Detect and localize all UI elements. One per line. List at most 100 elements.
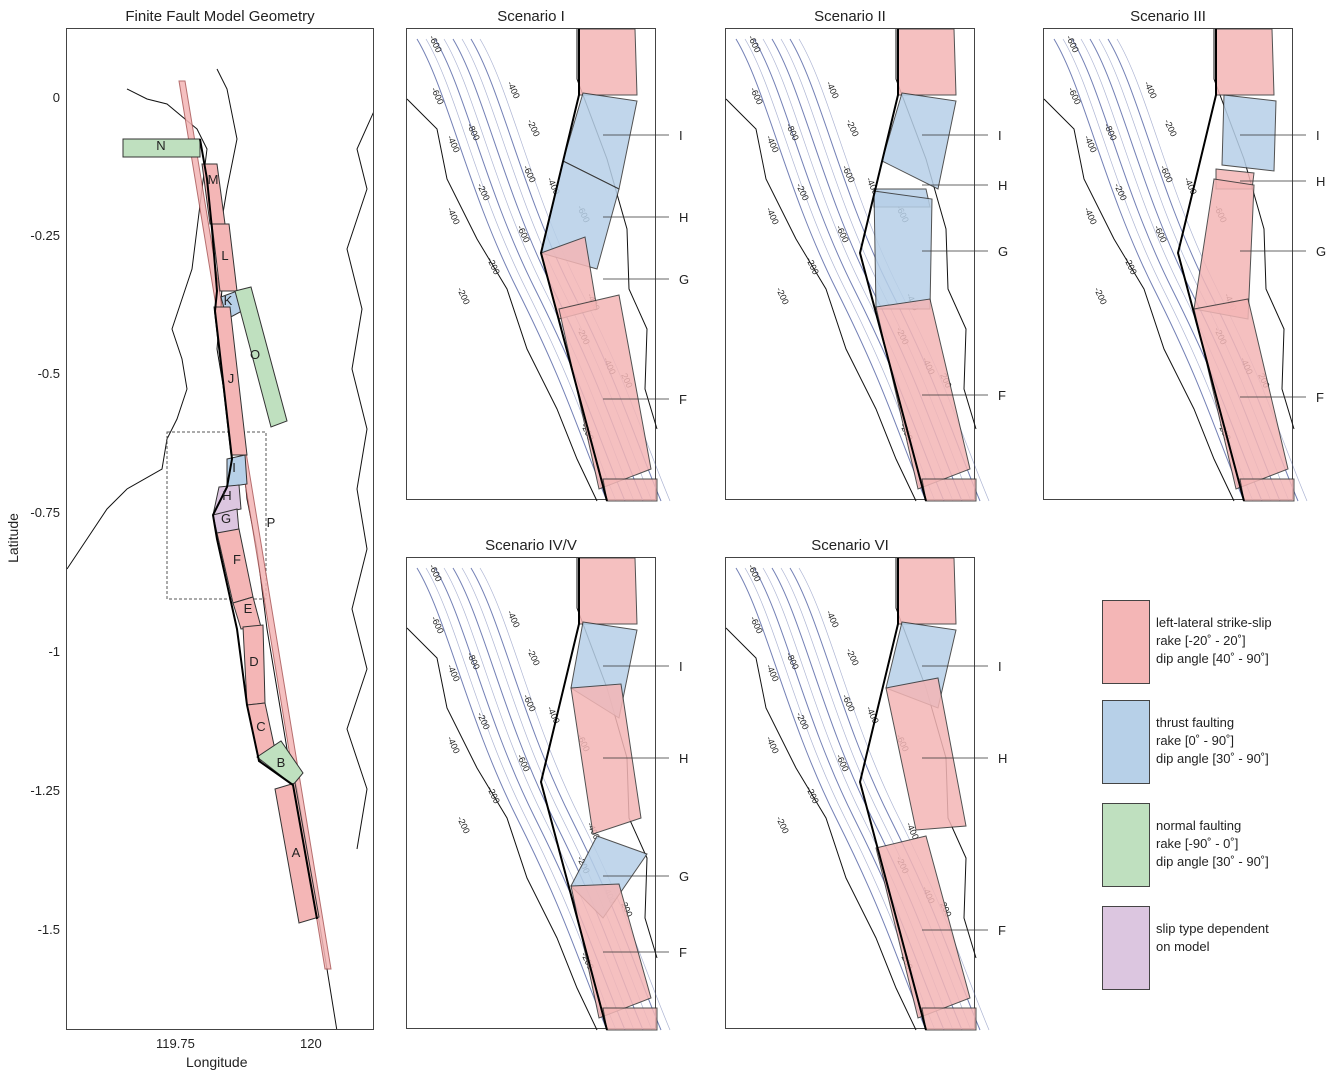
y-axis-label: Latitude <box>4 513 21 563</box>
contour-label: -400 <box>764 735 781 756</box>
segment-n <box>122 138 201 158</box>
legend-swatch <box>1102 700 1150 784</box>
bathymetry-contour <box>479 567 671 1031</box>
inset-box <box>166 431 267 600</box>
contour-label: -200 <box>794 711 811 732</box>
scenario-segment-label-h: H <box>1316 174 1325 189</box>
y-tick-label: -0.75 <box>30 505 60 520</box>
contour-label: -200 <box>794 182 811 203</box>
y-tick-label: -1 <box>48 644 60 659</box>
segment-p <box>178 80 332 970</box>
contour-label: -200 <box>475 711 492 732</box>
scenario-segment-label-f: F <box>998 388 1006 403</box>
contour-label: -600 <box>1064 34 1081 55</box>
scenario-map-canvas: -600-400-800-600-400-200-600-200 -400-600… <box>406 28 689 502</box>
contour-label: -200 <box>804 256 821 277</box>
scenario-segment-label-h: H <box>679 210 688 225</box>
contour-label: -600 <box>515 753 532 774</box>
scenario-title: Scenario VI <box>811 537 889 554</box>
contour-label: -200 <box>525 647 542 668</box>
scenario-segment-label-i: I <box>998 659 1002 674</box>
segment-label-e: E <box>244 601 253 616</box>
contour-label: -600 <box>746 563 763 584</box>
contour-label: -200 <box>1162 118 1179 139</box>
fault-trace <box>1176 29 1245 502</box>
segment-label-n: N <box>156 138 165 153</box>
contour-label: -400 <box>764 663 781 684</box>
segment-f <box>558 294 652 490</box>
segment-bottom <box>602 478 658 502</box>
bathymetry-contour <box>735 567 927 1031</box>
scenario-segment-label-i: I <box>679 659 683 674</box>
segment-i <box>1221 94 1277 172</box>
legend-swatch <box>1102 906 1150 990</box>
segment-label-k: K <box>224 293 233 308</box>
fault-trace <box>858 558 927 1031</box>
scenario-segment-label-f: F <box>1316 390 1324 405</box>
legend-text: slip type dependent on model <box>1156 921 1269 954</box>
segment-label-g: G <box>221 511 231 526</box>
x-tick-label: 120 <box>300 1036 322 1051</box>
scenario-segment-label-f: F <box>998 923 1006 938</box>
scenario-title: Scenario IV/V <box>485 537 577 554</box>
scenario-map: -600 -400 -800 -600 -400 -200 -600 -200 -400 -600… <box>725 557 1007 1031</box>
contour-label: -200 <box>1092 286 1109 307</box>
contour-label: -200 <box>455 815 472 836</box>
segment-top <box>897 28 957 96</box>
scenario-segment-label-i: I <box>1316 128 1320 143</box>
segment-g <box>1193 178 1255 320</box>
y-tick-label: 0 <box>52 90 60 105</box>
bathymetry-contour <box>416 567 608 1031</box>
scenario-segment-label-h: H <box>998 178 1007 193</box>
contour-label: -600 <box>1152 224 1169 245</box>
contour-label: -400 <box>445 206 462 227</box>
fault-trace <box>858 29 927 502</box>
segment-top <box>578 28 638 96</box>
scenario-map-canvas: -600-400-800-600-400-200-600-200 -400-600… <box>725 28 1008 502</box>
segment-label-m: M <box>208 172 219 187</box>
segment-top <box>897 557 957 625</box>
scenario-map-canvas: -600-400-800-600-400-200-600-200 -400-600… <box>406 557 689 1031</box>
y-tick-label: -1.5 <box>37 922 60 937</box>
contour-label: -400 <box>824 609 841 630</box>
contour-label: -200 <box>844 647 861 668</box>
scenario-title: Scenario II <box>814 8 886 25</box>
contour-label: -600 <box>746 34 763 55</box>
coastline <box>67 88 208 570</box>
segment-f <box>875 298 971 490</box>
segment-top <box>1215 28 1275 96</box>
segment-label-i: I <box>232 460 236 475</box>
x-axis-label: Longitude <box>186 1054 248 1070</box>
legend-text: thrust faulting rake [0˚ - 90˚] dip angl… <box>1156 715 1269 766</box>
contour-label: -400 <box>1082 206 1099 227</box>
contour-label: -600 <box>834 753 851 774</box>
segment-label-a: A <box>292 845 301 860</box>
y-tick-label: -0.25 <box>30 228 60 243</box>
scenario-segment-label-f: F <box>679 392 687 407</box>
segment-label-d: D <box>249 654 258 669</box>
x-tick-label: 119.75 <box>156 1036 195 1051</box>
contour-label: -200 <box>475 182 492 203</box>
segment-i <box>881 92 957 190</box>
y-tick-label: -0.5 <box>37 366 60 381</box>
contour-label: -600 <box>515 224 532 245</box>
segment-label-l: L <box>221 248 228 263</box>
contour-label: -600 <box>834 224 851 245</box>
scenario-title: Scenario I <box>497 8 565 25</box>
contour-label: -200 <box>525 118 542 139</box>
legend-text: normal faulting rake [-90˚ - 0˚] dip ang… <box>1156 818 1269 869</box>
scenario-segment-label-h: H <box>679 751 688 766</box>
scenario-title: Scenario III <box>1130 8 1206 25</box>
contour-label: -400 <box>445 663 462 684</box>
fault-trace <box>199 138 318 920</box>
contour-label: -600 <box>427 563 444 584</box>
contour-label: -400 <box>445 735 462 756</box>
bathymetry-contour <box>1053 38 1245 502</box>
contour-label: -400 <box>445 134 462 155</box>
contour-label: -400 <box>764 134 781 155</box>
scenario-segment-label-g: G <box>679 869 689 884</box>
scenario-segment-label-f: F <box>679 945 687 960</box>
contour-label: -200 <box>1112 182 1129 203</box>
contour-label: -200 <box>455 286 472 307</box>
segment-bottom <box>602 1007 658 1031</box>
